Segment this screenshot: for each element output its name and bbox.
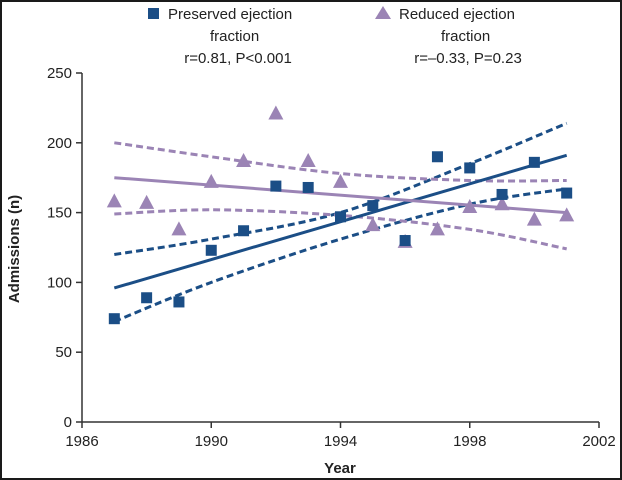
- reduced-point: [203, 173, 219, 188]
- x-tick-label: 2002: [582, 433, 615, 450]
- legend-stat-reduced: r=–0.33, P=0.23: [414, 50, 522, 67]
- reduced-point: [365, 217, 381, 232]
- reduced-point: [139, 194, 155, 209]
- reduced-fit-line: [114, 176, 567, 215]
- x-tick-label: 1990: [195, 433, 228, 450]
- preserved-point: [367, 200, 379, 212]
- preserved-point: [205, 244, 217, 256]
- reduced-point: [526, 211, 542, 226]
- x-axis-title: Year: [324, 460, 356, 477]
- reduced-point: [300, 152, 316, 167]
- legend-stat-preserved: r=0.81, P<0.001: [184, 50, 292, 67]
- x-tick-label: 1986: [65, 433, 98, 450]
- legend-marker-preserved: [148, 8, 159, 19]
- preserved-point: [464, 162, 476, 174]
- reduced-point: [268, 105, 284, 120]
- reduced-point: [236, 152, 252, 167]
- y-tick-label: 100: [47, 274, 72, 291]
- legend-label-preserved-line2: fraction: [210, 28, 259, 45]
- preserved-point: [528, 156, 540, 168]
- preserved-point: [270, 180, 282, 192]
- preserved-point: [431, 151, 443, 163]
- preserved-point: [108, 313, 120, 325]
- preserved-point: [399, 235, 411, 247]
- legend-label-preserved-line1: Preserved ejection: [168, 6, 292, 23]
- preserved-point: [335, 211, 346, 223]
- preserved-point: [173, 296, 185, 308]
- reduced-point: [171, 221, 187, 236]
- x-tick-label: 1998: [453, 433, 486, 450]
- y-tick-label: 200: [47, 135, 72, 152]
- legend-label-reduced-line2: fraction: [441, 28, 490, 45]
- preserved-point: [496, 188, 508, 200]
- data-points: [106, 105, 575, 325]
- preserved-point: [302, 181, 314, 193]
- reduced-point: [559, 207, 575, 222]
- y-tick-label: 50: [55, 344, 72, 361]
- reduced-point: [494, 196, 510, 211]
- preserved-point: [141, 292, 153, 304]
- y-axis-title: Admissions (n): [6, 195, 23, 303]
- reduced-ci-upper-line: [114, 141, 567, 183]
- y-tick-label: 250: [47, 65, 72, 82]
- preserved-point: [238, 225, 250, 237]
- y-tick-label: 150: [47, 205, 72, 222]
- legend-label-reduced-line1: Reduced ejection: [399, 6, 515, 23]
- legend: Preserved ejection fraction r=0.81, P<0.…: [148, 6, 522, 67]
- preserved-ci-upper-line: [114, 121, 568, 256]
- preserved-point: [561, 187, 573, 199]
- preserved-ci-lower-line: [113, 187, 567, 323]
- axis-ticks: 1986 1990 1994 1998 2002 0 50 100 150 200 250: [47, 65, 616, 450]
- y-tick-label: 0: [64, 414, 72, 431]
- x-tick-label: 1994: [324, 433, 357, 450]
- legend-marker-reduced: [375, 6, 391, 19]
- reduced-point: [333, 173, 348, 188]
- reduced-point: [106, 193, 122, 208]
- reduced-point: [462, 199, 478, 214]
- reduced-point: [429, 221, 445, 236]
